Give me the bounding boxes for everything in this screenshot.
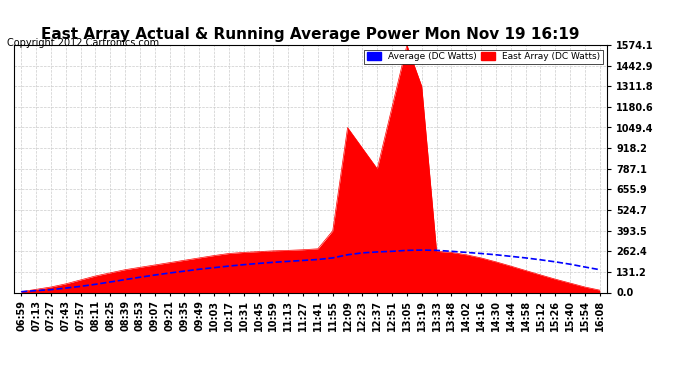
Text: Copyright 2012 Cartronics.com: Copyright 2012 Cartronics.com: [7, 38, 159, 48]
Legend: Average (DC Watts), East Array (DC Watts): Average (DC Watts), East Array (DC Watts…: [364, 50, 602, 64]
Title: East Array Actual & Running Average Power Mon Nov 19 16:19: East Array Actual & Running Average Powe…: [41, 27, 580, 42]
